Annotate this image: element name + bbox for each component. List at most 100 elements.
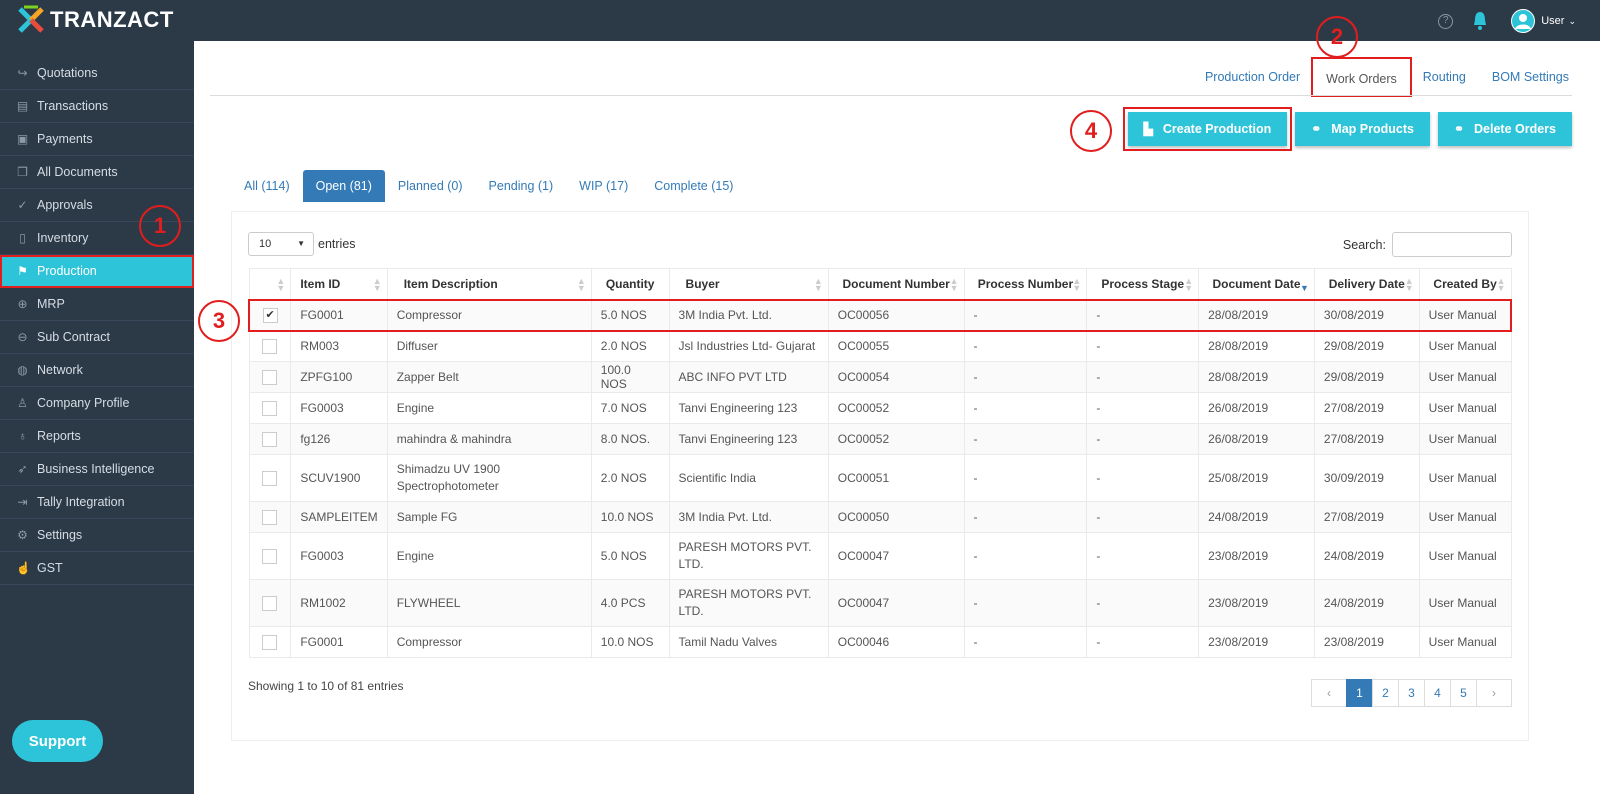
cell-created-by: User Manual bbox=[1418, 501, 1512, 533]
cell-item-description: Engine bbox=[386, 532, 592, 580]
hand-icon: ☝ bbox=[16, 560, 31, 575]
prev-page-button[interactable]: ‹ bbox=[1311, 679, 1347, 707]
table-row[interactable]: FG0003 Engine 5.0 NOS PARESH MOTORS PVT. LT… bbox=[248, 532, 1512, 580]
search-input[interactable] bbox=[1392, 232, 1512, 257]
table-row[interactable]: ZPFG100 Zapper Belt 100.0 NOS ABC INFO PVT … bbox=[248, 361, 1512, 393]
page-1-button[interactable]: 1 bbox=[1346, 679, 1373, 707]
table-row[interactable]: FG0003 Engine 7.0 NOS Tanvi Engineering 123… bbox=[248, 392, 1512, 424]
cell-document-number: OC00050 bbox=[827, 501, 965, 533]
help-icon[interactable]: ? bbox=[1438, 13, 1454, 29]
table-row[interactable]: RM003 Diffuser 2.0 NOS Jsl Industries Ltd- … bbox=[248, 330, 1512, 362]
page-2-button[interactable]: 2 bbox=[1372, 679, 1399, 707]
table-row[interactable]: FG0001 Compressor 10.0 NOS Tamil Nadu Valve… bbox=[248, 626, 1512, 658]
page-size-select[interactable]: 10 ▼ bbox=[248, 232, 314, 256]
sidebar-item-payments[interactable]: ▣ Payments bbox=[0, 123, 194, 156]
sidebar-item-reports[interactable]: ♁ Reports bbox=[0, 420, 194, 453]
cell-document-number: OC00046 bbox=[827, 626, 965, 658]
table-row[interactable]: SCUV1900 Shimadzu UV 1900 Spectrophotomet… bbox=[248, 454, 1512, 502]
production-icon: ⚑ bbox=[17, 263, 28, 278]
sidebar-item-settings[interactable]: ⚙ Settings bbox=[0, 519, 194, 552]
sidebar-item-quotations[interactable]: ↪ Quotations bbox=[0, 57, 194, 90]
sidebar-item-network[interactable]: ◍ Network bbox=[0, 354, 194, 387]
delete-orders-button[interactable]: ⚭ Delete Orders bbox=[1437, 112, 1572, 146]
row-checkbox[interactable] bbox=[262, 470, 278, 486]
col-quantity[interactable]: Quantity bbox=[590, 268, 670, 300]
row-checkbox[interactable] bbox=[262, 400, 278, 416]
search-label: Search: bbox=[1342, 237, 1386, 252]
nav-production-order[interactable]: Production Order bbox=[1204, 70, 1301, 84]
sidebar-item-company-profile[interactable]: ♙ Company Profile bbox=[0, 387, 194, 420]
cell-process-stage: - bbox=[1086, 532, 1200, 580]
row-checkbox[interactable] bbox=[262, 595, 278, 611]
sidebar-item-approvals[interactable]: ✓ Approvals bbox=[0, 189, 194, 222]
row-checkbox[interactable] bbox=[262, 509, 278, 525]
cell-process-stage: - bbox=[1086, 501, 1200, 533]
row-checkbox[interactable]: ✔ bbox=[262, 307, 278, 323]
row-checkbox[interactable] bbox=[262, 431, 278, 447]
col-document-date[interactable]: Document Date ▼ bbox=[1198, 268, 1315, 300]
tab-complete[interactable]: Complete (15) bbox=[654, 179, 734, 193]
col-process-stage[interactable]: Process Stage ▲ ▼ bbox=[1086, 268, 1200, 300]
col-item-description[interactable]: Item Description ▲ ▼ bbox=[386, 268, 592, 300]
tab-pending[interactable]: Pending (1) bbox=[488, 179, 554, 193]
cell-item-id: FG0003 bbox=[290, 532, 388, 580]
select-cell: ✔ bbox=[248, 298, 292, 332]
cell-item-id: ZPFG100 bbox=[290, 361, 388, 393]
sidebar-item-tally-integration[interactable]: ⇥ Tally Integration bbox=[0, 486, 194, 519]
col-buyer[interactable]: Buyer ▲ ▼ bbox=[668, 268, 829, 300]
sidebar-item-mrp[interactable]: ⊕ MRP bbox=[0, 288, 194, 321]
check-circle-icon: ✓ bbox=[17, 197, 28, 212]
link-icon: ⚭ bbox=[1311, 122, 1322, 136]
sidebar-item-business-intelligence[interactable]: ➶ Business Intelligence bbox=[0, 453, 194, 486]
col-label: Process Stage bbox=[1101, 276, 1185, 291]
table-row[interactable]: RM1002 FLYWHEEL 4.0 PCS PARESH MOTORS PVT. … bbox=[248, 579, 1512, 627]
col-created-by[interactable]: Created By ▲ ▼ bbox=[1418, 268, 1512, 300]
cell-item-id: FG0003 bbox=[290, 392, 388, 424]
table-row[interactable]: ✔ FG0001 Compressor 5.0 NOS 3M India Pvt. Lt… bbox=[248, 298, 1512, 332]
table-row[interactable]: SAMPLEITEM Sample FG 10.0 NOS 3M India Pvt.… bbox=[248, 501, 1512, 533]
row-checkbox[interactable] bbox=[262, 369, 278, 385]
nav-bom-settings[interactable]: BOM Settings bbox=[1491, 70, 1569, 84]
next-page-button[interactable]: › bbox=[1476, 679, 1512, 707]
chevron-down-icon[interactable]: ⌄ bbox=[1568, 15, 1576, 26]
sidebar-item-transactions[interactable]: ▤ Transactions bbox=[0, 90, 194, 123]
sidebar-item-gst[interactable]: ☝ GST bbox=[0, 552, 194, 585]
col-document-number[interactable]: Document Number ▲ ▼ bbox=[827, 268, 965, 300]
user-menu-label[interactable]: User bbox=[1541, 15, 1565, 27]
sort-icon: ▲ ▼ bbox=[1184, 276, 1194, 293]
table-row[interactable]: fg126 mahindra & mahindra 8.0 NOS. Tanvi En… bbox=[248, 423, 1512, 455]
sidebar-item-sub-contract[interactable]: ⊖ Sub Contract bbox=[0, 321, 194, 354]
sort-icon[interactable]: ▲ ▼ bbox=[276, 276, 286, 293]
page-4-button[interactable]: 4 bbox=[1424, 679, 1451, 707]
col-label: Document Date bbox=[1212, 276, 1301, 291]
page-3-button[interactable]: 3 bbox=[1398, 679, 1425, 707]
row-checkbox[interactable] bbox=[262, 338, 278, 354]
row-checkbox[interactable] bbox=[262, 548, 278, 564]
tab-all[interactable]: All (114) bbox=[244, 179, 290, 193]
sort-icon: ▲ ▼ bbox=[813, 276, 823, 293]
sidebar-item-all-documents[interactable]: ❐ All Documents bbox=[0, 156, 194, 189]
col-item-id[interactable]: Item ID ▲ ▼ bbox=[290, 268, 388, 300]
col-delivery-date[interactable]: Delivery Date ▲ ▼ bbox=[1313, 268, 1420, 300]
cell-document-number: OC00051 bbox=[827, 454, 965, 502]
nav-work-orders[interactable]: Work Orders bbox=[1311, 57, 1412, 97]
row-checkbox[interactable] bbox=[262, 634, 278, 650]
map-products-button[interactable]: ⚭ Map Products bbox=[1295, 112, 1430, 146]
page-5-button[interactable]: 5 bbox=[1450, 679, 1477, 707]
cell-item-id: FG0001 bbox=[290, 626, 388, 658]
bell-icon[interactable] bbox=[1471, 11, 1489, 31]
create-production-button[interactable]: ▙ Create Production bbox=[1122, 107, 1293, 151]
sidebar-item-production[interactable]: ⚑ Production bbox=[0, 255, 194, 288]
tab-wip[interactable]: WIP (17) bbox=[579, 179, 629, 193]
tab-open[interactable]: Open (81) bbox=[302, 170, 385, 202]
nav-routing[interactable]: Routing bbox=[1422, 70, 1466, 84]
logo-mark-icon bbox=[18, 5, 44, 33]
col-process-number[interactable]: Process Number ▲ ▼ bbox=[963, 268, 1088, 300]
sidebar-item-inventory[interactable]: ▯ Inventory bbox=[0, 222, 194, 255]
tranzact-logo[interactable]: TRANZACT bbox=[16, 4, 174, 36]
cell-item-id: RM1002 bbox=[290, 579, 388, 627]
cell-item-description: mahindra & mahindra bbox=[386, 423, 592, 455]
tab-planned[interactable]: Planned (0) bbox=[397, 179, 463, 193]
support-button[interactable]: Support bbox=[12, 720, 103, 762]
user-avatar[interactable] bbox=[1511, 9, 1536, 33]
